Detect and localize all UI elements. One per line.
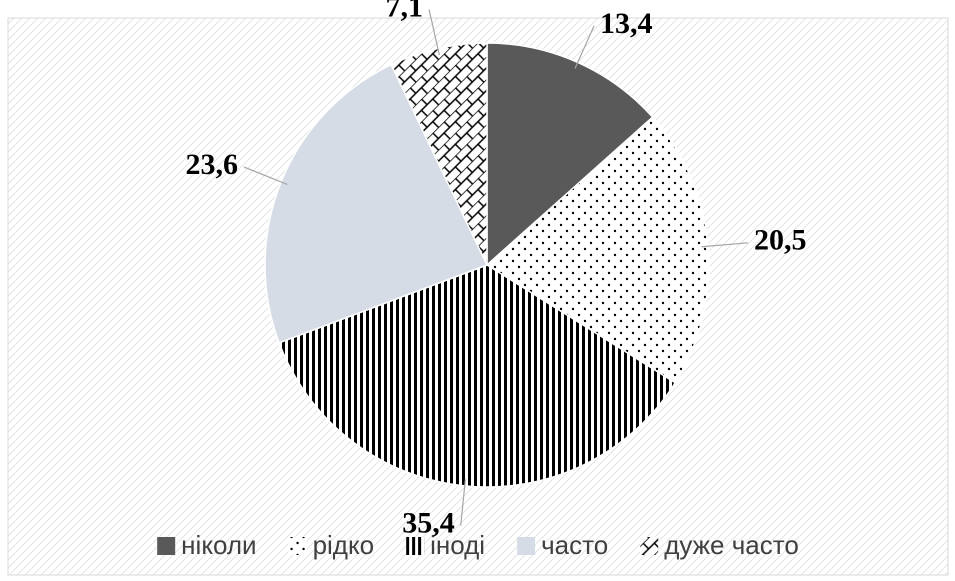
pie: 13,4 20,5 35,4 23,6 7,1: [186, 0, 807, 540]
legend-item: рідко: [288, 530, 375, 560]
legend-swatch: [157, 537, 176, 555]
data-label: 13,4: [600, 7, 653, 40]
leader-line: [574, 25, 595, 69]
leader-line: [460, 479, 466, 526]
leader-line: [701, 242, 749, 248]
data-label: 23,6: [186, 148, 239, 181]
leader-line: [243, 166, 288, 186]
legend-item: іноді: [406, 530, 485, 560]
legend-label: часто: [541, 530, 608, 560]
legend-swatch: [288, 537, 307, 555]
legend-swatch: [517, 537, 536, 555]
data-label: 20,5: [754, 224, 807, 257]
legend-swatch: [406, 537, 425, 555]
legend: ніколи рідко іноді часто дуже часто: [157, 530, 799, 560]
legend-item: дуже часто: [640, 530, 799, 560]
legend-item: ніколи: [157, 530, 257, 560]
legend-label: дуже часто: [664, 530, 799, 560]
legend-label: іноді: [430, 530, 485, 560]
leader-line: [428, 9, 440, 56]
legend-label: ніколи: [181, 530, 256, 560]
data-label: 35,4: [402, 507, 455, 540]
legend-swatch: [640, 537, 659, 555]
legend-label: рідко: [313, 530, 375, 560]
data-label: 7,1: [386, 0, 424, 23]
legend-item: часто: [517, 530, 608, 560]
